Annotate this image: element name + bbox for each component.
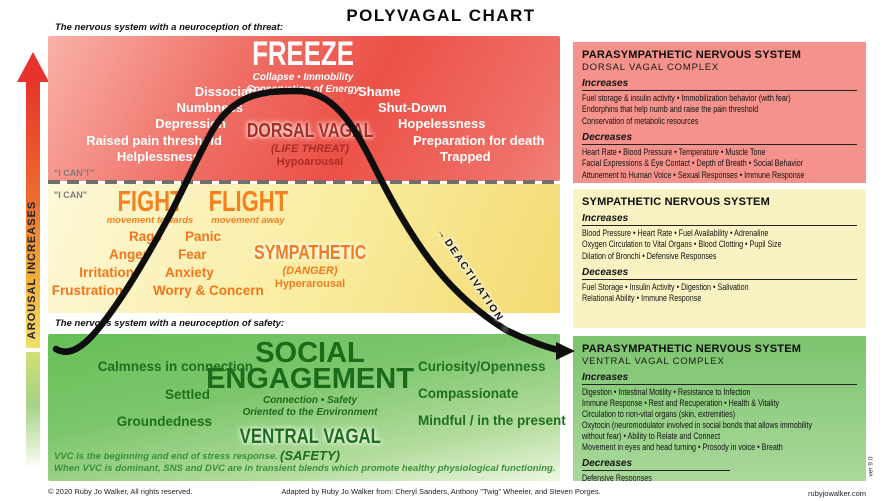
freeze-word: Numbness — [176, 100, 243, 115]
version-label: ver 9.0 — [867, 456, 875, 477]
fight-word: Rage — [128, 229, 162, 244]
fight-word: Irritation — [79, 265, 134, 280]
freeze-word: Shut-Down — [378, 100, 447, 115]
threat-section-label: The nervous system with a neuroception o… — [55, 22, 284, 33]
i-cant-label: "I CAN'T" — [54, 168, 95, 178]
safety-word: Calmness in connection — [97, 359, 253, 374]
arousal-arrow-icon — [17, 52, 49, 82]
vvc-note-line1: VVC is the beginning and end of stress r… — [54, 451, 278, 462]
arousal-arrow-shaft — [26, 80, 40, 348]
flight-word: Anxiety — [165, 265, 214, 280]
flight-word: Fear — [178, 247, 207, 262]
dorsal-decreases-items: Heart Rate • Blood Pressure • Temperatur… — [582, 146, 805, 180]
safety-word: Mindful / in the present — [418, 413, 566, 428]
safety-section-label: The nervous system with a neuroception o… — [55, 318, 285, 329]
ventral-vagal-name: VENTRAL VAGAL — [239, 425, 381, 448]
dorsal-increases-label: Increases — [582, 78, 857, 91]
dorsal-vagal-block: DORSAL VAGAL (LIFE THREAT) Hypoarousal — [230, 121, 390, 169]
freeze-word: Trapped — [440, 149, 491, 164]
ventral-decreases-items: Defensive Responses — [582, 472, 652, 481]
freeze-word: Raised pain threshold — [86, 133, 222, 148]
sympathetic-block: SYMPATHETIC (DANGER) Hyperarousal — [230, 243, 390, 291]
ventral-increases-label: Increases — [582, 372, 857, 385]
sympathetic-increases-items: Blood Pressure • Heart Rate • Fuel Avail… — [582, 228, 782, 261]
freeze-word: Shame — [358, 84, 401, 99]
safety-axis-bar — [26, 352, 40, 468]
vvc-note-line2: When VVC is dominant, SNS and DVC are in… — [54, 463, 556, 474]
safety-word: Curiosity/Openness — [418, 359, 546, 374]
sympathetic-decreases-label: Deceases — [582, 267, 857, 280]
social-engagement-subheading: Connection • Safety Oriented to the Envi… — [242, 395, 378, 418]
sympathetic-increases-label: Increases — [582, 213, 857, 226]
safety-word: Groundedness — [116, 414, 212, 429]
can-cant-boundary-line — [48, 180, 560, 184]
ventral-increases-items: Digestion • Intestinal Motility • Resist… — [582, 387, 813, 452]
fight-word: Anger — [108, 247, 148, 262]
page-title: POLYVAGAL CHART — [346, 6, 536, 25]
dorsal-panel-title: PARASYMPATHETIC NERVOUS SYSTEM — [582, 49, 802, 61]
safety-word: Compassionate — [418, 386, 519, 401]
freeze-word: Helplessness — [116, 149, 200, 164]
flight-heading-block: FLIGHT movement away — [168, 186, 328, 227]
sympathetic-decreases-items: Fuel Storage • Insulin Activity • Digest… — [582, 281, 749, 304]
freeze-word: Preparation for death — [413, 133, 545, 148]
flight-word: Panic — [185, 229, 222, 244]
social-engagement-band — [48, 334, 560, 481]
freeze-word: Depression — [155, 116, 226, 131]
flight-heading: FLIGHT — [208, 186, 288, 218]
dorsal-vagal-state: (LIFE THREAT) — [270, 143, 349, 155]
sympathetic-name: SYMPATHETIC — [253, 242, 367, 264]
sympathetic-arousal: Hyperarousal — [274, 278, 346, 290]
freeze-heading: FREEZE — [252, 35, 354, 73]
ventral-panel-subtitle: VENTRAL VAGAL COMPLEX — [582, 356, 725, 367]
fight-word: Frustration — [51, 283, 123, 298]
safety-word: Settled — [164, 387, 210, 402]
sympathetic-panel: SYMPATHETIC NERVOUS SYSTEM Increases Blo… — [573, 189, 866, 328]
ventral-decreases-label: Decreases — [582, 458, 730, 471]
dorsal-vagal-arousal: Hypoarousal — [276, 156, 344, 168]
sympathetic-panel-title: SYMPATHETIC NERVOUS SYSTEM — [582, 196, 770, 208]
dorsal-panel: PARASYMPATHETIC NERVOUS SYSTEM DORSAL VA… — [573, 42, 866, 183]
dorsal-panel-subtitle: DORSAL VAGAL COMPLEX — [582, 62, 720, 73]
chart-area: The nervous system with a neuroception o… — [48, 0, 566, 501]
website-text: rubyjowalker.com — [808, 489, 866, 498]
dorsal-increases-items: Fuel storage & insulin activity • Immobi… — [582, 93, 791, 126]
freeze-word: Hopelessness — [398, 116, 486, 131]
sympathetic-state: (DANGER) — [282, 265, 338, 277]
arousal-axis-label: AROUSAL INCREASES — [26, 200, 38, 340]
credit-text: Adapted by Ruby Jo Walker from: Cheryl S… — [281, 487, 601, 496]
ventral-vagal-state: (SAFETY) — [280, 448, 340, 463]
dorsal-vagal-name: DORSAL VAGAL — [246, 120, 374, 142]
copyright-text: © 2020 Ruby Jo Walker, All rights reserv… — [48, 487, 193, 496]
ventral-panel-title: PARASYMPATHETIC NERVOUS SYSTEM — [582, 343, 802, 355]
dorsal-decreases-label: Decreases — [582, 132, 857, 145]
freeze-word: Dissociation — [194, 84, 272, 99]
ventral-panel: PARASYMPATHETIC NERVOUS SYSTEM VENTRAL V… — [573, 336, 866, 481]
